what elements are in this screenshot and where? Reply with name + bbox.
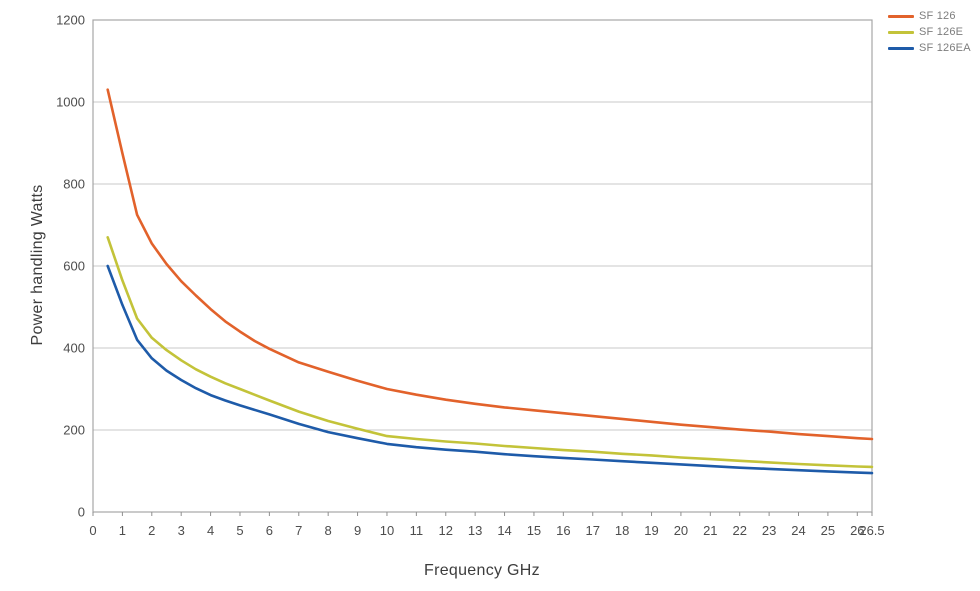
x-tick-label: 17 <box>586 523 600 538</box>
x-tick-label: 5 <box>236 523 243 538</box>
x-axis-title: Frequency GHz <box>424 562 540 579</box>
x-tick-label: 3 <box>178 523 185 538</box>
series-line-sf-126 <box>106 88 874 441</box>
y-tick-label: 0 <box>78 505 85 520</box>
x-tick-label: 9 <box>354 523 361 538</box>
y-tick-label: 1200 <box>56 13 85 28</box>
x-tick-label: 25 <box>821 523 835 538</box>
x-tick-label: 19 <box>644 523 658 538</box>
legend-label: SF 126 <box>919 10 956 22</box>
x-tick-label: 7 <box>295 523 302 538</box>
x-tick-label: 8 <box>325 523 332 538</box>
x-tick-label: 1 <box>119 523 126 538</box>
x-tick-label: 15 <box>527 523 541 538</box>
legend-label: SF 126EA <box>919 42 971 54</box>
y-tick-label: 200 <box>63 423 85 438</box>
x-tick-label: 11 <box>410 523 424 538</box>
x-tick-label: 6 <box>266 523 273 538</box>
legend-item-sf126: SF 126 <box>888 10 971 22</box>
x-tick-label: 23 <box>762 523 776 538</box>
legend-swatch-sf126ea <box>888 46 914 50</box>
x-tick-label: 16 <box>556 523 570 538</box>
x-tick-label: 2 <box>148 523 155 538</box>
x-tick-label: 21 <box>703 523 717 538</box>
legend-item-sf126e: SF 126E <box>888 26 971 38</box>
legend-swatch-sf126e <box>888 30 914 34</box>
legend: SF 126 SF 126E SF 126EA <box>888 10 971 54</box>
x-tick-label: 10 <box>380 523 394 538</box>
series-line-sf-126e <box>106 236 874 469</box>
x-tick-label: 14 <box>497 523 511 538</box>
plot-border <box>92 19 873 513</box>
x-tick-label: 13 <box>468 523 482 538</box>
series-line-sf-126ea <box>106 264 874 475</box>
y-axis-title: Power handling Watts <box>29 184 46 346</box>
x-tick-label: 20 <box>674 523 688 538</box>
x-tick-label: 12 <box>439 523 453 538</box>
y-tick-label: 1000 <box>56 95 85 110</box>
x-tick-label: 4 <box>207 523 214 538</box>
y-tick-label: 600 <box>63 259 85 274</box>
x-tick-label: 26 <box>850 523 864 538</box>
y-tick-label: 400 <box>63 341 85 356</box>
y-tick-label: 800 <box>63 177 85 192</box>
legend-swatch-sf126 <box>888 14 914 18</box>
x-tick-label: 22 <box>732 523 746 538</box>
x-tick-label: 0 <box>89 523 96 538</box>
legend-label: SF 126E <box>919 26 964 38</box>
x-tick-label: 24 <box>791 523 805 538</box>
x-tick-label: 26.5 <box>859 523 884 538</box>
x-tick-label: 18 <box>615 523 629 538</box>
legend-item-sf126ea: SF 126EA <box>888 42 971 54</box>
